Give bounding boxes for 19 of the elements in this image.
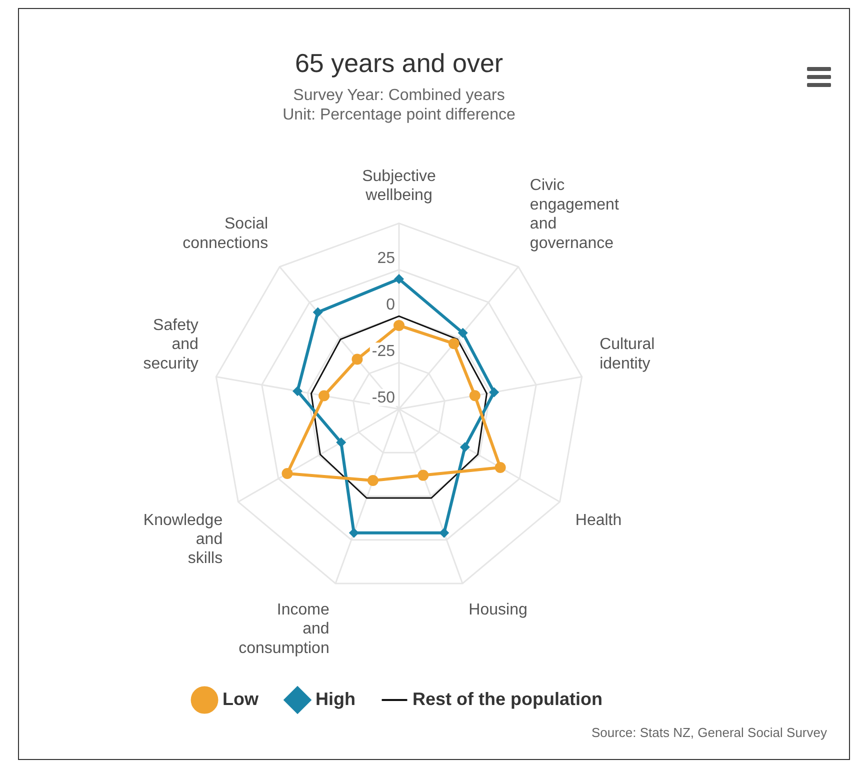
source-note: Source: Stats NZ, General Social Survey [591,725,827,740]
spoke-label: Health [575,512,622,529]
spoke-label: Knowledge and skills [143,512,223,568]
y-tick-label: 25 [377,250,396,268]
spoke-label: Safety and security [143,317,198,372]
spoke-label: Social connections [182,216,268,252]
spoke-label: Cultural identity [600,336,655,372]
spoke-label: Income and consumption [238,601,330,657]
legend-label: Low [222,688,260,709]
y-tick-label: -25 [372,342,396,360]
spoke-label: Housing [468,601,528,618]
chart-title: 65 years and over [294,48,504,78]
spoke-label: Civic engagement and governance [530,177,620,252]
legend-label: Rest of the population [412,688,602,709]
chart-subtitle: Survey Year: Combined years Unit: Percentage point difference [282,87,516,124]
y-tick-label: 0 [386,296,396,314]
y-tick-label: -50 [372,389,396,406]
legend-label: High [316,688,356,709]
spoke-label: Subjective wellbeing [362,168,436,204]
